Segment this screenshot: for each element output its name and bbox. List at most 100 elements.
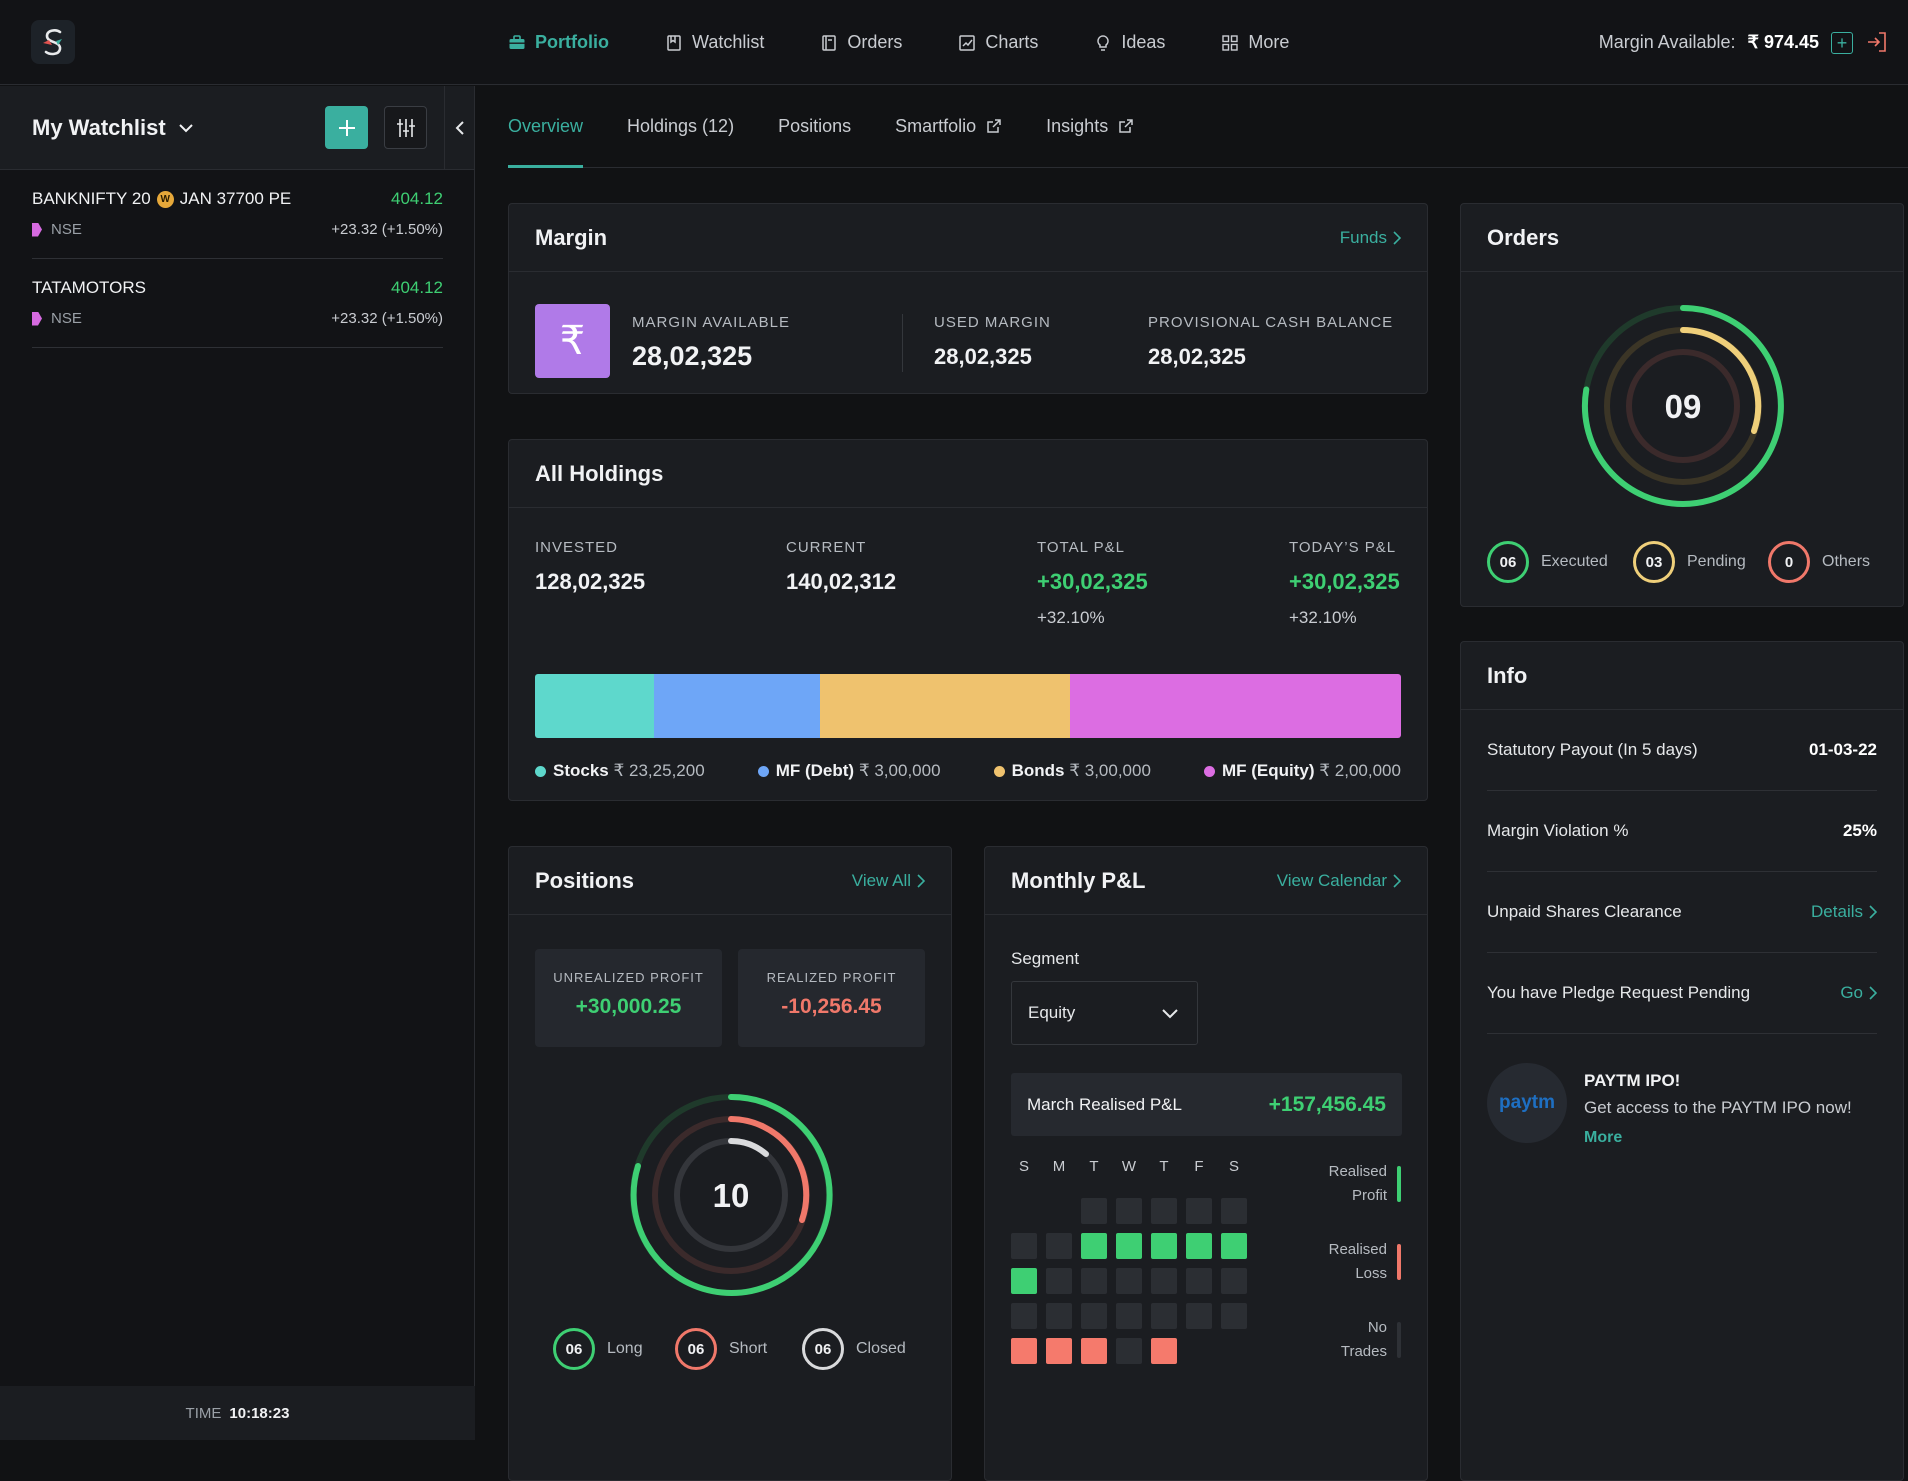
calendar-day-cell[interactable] <box>1221 1268 1247 1294</box>
short-label: Short <box>729 1340 768 1357</box>
nav-charts-label: Charts <box>985 32 1039 52</box>
calendar-day-cell[interactable] <box>1116 1233 1142 1259</box>
view-calendar-link[interactable]: View Calendar <box>1277 871 1401 891</box>
nav-watchlist[interactable]: Watchlist <box>665 0 764 85</box>
realised-pl-box: March Realised P&L +157,456.45 <box>1011 1073 1402 1136</box>
instrument-price: 404.12 <box>391 189 443 208</box>
others-label: Others <box>1822 553 1871 570</box>
tab-overview[interactable]: Overview <box>508 85 584 168</box>
nav-more[interactable]: More <box>1221 0 1289 85</box>
calendar-day-cell[interactable] <box>1186 1233 1212 1259</box>
instrument-exchange: NSE <box>32 221 82 238</box>
calendar-day-cell[interactable] <box>1221 1303 1247 1329</box>
calendar-day-cell[interactable] <box>1116 1198 1142 1224</box>
nav-portfolio[interactable]: Portfolio <box>508 0 609 85</box>
calendar-day-cell[interactable] <box>1046 1303 1072 1329</box>
view-all-link[interactable]: View All <box>852 871 925 891</box>
legend-dot-icon <box>535 766 546 778</box>
short-count: 06 <box>675 1328 717 1370</box>
calendar-day-cell[interactable] <box>1011 1233 1037 1259</box>
exchange-tag-icon <box>32 222 42 237</box>
calendar-day-cell[interactable] <box>1081 1233 1107 1259</box>
calendar-day-cell[interactable] <box>1151 1338 1177 1364</box>
calendar-day-cell[interactable] <box>1151 1233 1177 1259</box>
calendar-day-cell[interactable] <box>1151 1198 1177 1224</box>
positions-card: Positions View All UNREALIZED PROFIT +30… <box>508 846 952 1481</box>
invested-value: 128,02,325 <box>535 569 646 594</box>
watchlist-item[interactable]: BANKNIFTY 20 W JAN 37700 PE 404.12 NSE +… <box>32 170 443 259</box>
calendar-day-cell[interactable] <box>1221 1198 1247 1224</box>
tab-smartfolio[interactable]: Smartfolio <box>895 85 1002 167</box>
view-all-label: View All <box>851 870 911 890</box>
watchlist-selector[interactable]: My Watchlist <box>32 115 194 141</box>
legend-none-label: No Trades <box>1340 1319 1387 1360</box>
positions-header: Positions View All <box>509 847 951 915</box>
watchlist-settings-button[interactable] <box>384 106 427 149</box>
unrealized-value: +30,000.25 <box>575 995 682 1018</box>
calendar-day-cell[interactable] <box>1046 1233 1072 1259</box>
grid-icon <box>1222 34 1239 51</box>
info-header: Info <box>1461 642 1903 710</box>
nav-charts[interactable]: Charts <box>958 0 1038 85</box>
calendar-day-cell[interactable] <box>1081 1303 1107 1329</box>
calendar-day-cell[interactable] <box>1081 1268 1107 1294</box>
nav-orders[interactable]: Orders <box>820 0 902 85</box>
calendar-day-cell[interactable] <box>1011 1268 1037 1294</box>
calendar-day-cell[interactable] <box>1081 1338 1107 1364</box>
calendar-day-cell[interactable] <box>1186 1303 1212 1329</box>
funds-link[interactable]: Funds <box>1340 228 1401 248</box>
legend-dot-icon <box>993 766 1005 778</box>
add-watchlist-button[interactable] <box>325 106 368 149</box>
nav-ideas-label: Ideas <box>1121 32 1166 52</box>
used-margin-label: USED MARGIN <box>934 314 1051 331</box>
chevron-down-icon <box>178 123 193 132</box>
calendar-day-cell[interactable] <box>1221 1233 1247 1259</box>
calendar-day-cell[interactable] <box>1151 1303 1177 1329</box>
total-pl-value: +30,02,325 <box>1037 569 1148 594</box>
margin-header: Margin Funds <box>509 204 1427 272</box>
calendar-day-cell[interactable] <box>1011 1303 1037 1329</box>
orders-total: 09 <box>1665 388 1702 425</box>
calendar-day-cell[interactable] <box>1046 1338 1072 1364</box>
tab-positions[interactable]: Positions <box>778 85 851 167</box>
chevron-right-icon <box>1393 873 1401 888</box>
tab-holdings[interactable]: Holdings (12) <box>627 85 734 167</box>
info-row-label: Unpaid Shares Clearance <box>1487 902 1682 921</box>
others-track <box>1626 349 1740 463</box>
portfolio-tabs: Overview Holdings (12) Positions Smartfo… <box>508 86 1908 168</box>
calendar-day-cell[interactable] <box>1116 1303 1142 1329</box>
calendar-day-cell[interactable] <box>1151 1268 1177 1294</box>
logout-icon[interactable] <box>1865 30 1889 54</box>
allocation-amount: ₹ 3,00,000 <box>858 761 941 780</box>
calendar-day-header: S <box>1228 1158 1239 1175</box>
segment-select[interactable]: Equity <box>1011 981 1198 1045</box>
realised-pl-label: March Realised P&L <box>1027 1094 1182 1114</box>
calendar-day-cell[interactable] <box>1011 1338 1037 1364</box>
tab-label: Holdings (12) <box>627 115 735 136</box>
top-margin: Margin Available: ₹ 974.45 + <box>1599 0 1853 85</box>
tab-insights[interactable]: Insights <box>1046 85 1134 167</box>
calendar-day-cell[interactable] <box>1116 1268 1142 1294</box>
calendar-day-cell[interactable] <box>1081 1198 1107 1224</box>
bookmark-icon <box>667 34 681 51</box>
instrument-change: +23.32 (+1.50%) <box>331 310 443 327</box>
current-value: 140,02,312 <box>786 569 897 594</box>
add-funds-button[interactable]: + <box>1831 31 1853 54</box>
calendar-day-cell[interactable] <box>1046 1268 1072 1294</box>
long-label: Long <box>607 1340 643 1357</box>
others-legend: 0 Others <box>1768 541 1870 583</box>
watchlist-item[interactable]: TATAMOTORS 404.12 NSE +23.32 (+1.50%) <box>32 259 443 348</box>
long-legend: 06 Long <box>553 1328 643 1370</box>
app-logo[interactable] <box>31 20 75 64</box>
go-link[interactable]: Go <box>1840 983 1877 1003</box>
nav-ideas[interactable]: Ideas <box>1094 0 1165 85</box>
promo-more-link[interactable]: More <box>1584 1129 1623 1146</box>
nav-watchlist-label: Watchlist <box>692 32 765 52</box>
holdings-title: All Holdings <box>535 460 664 486</box>
calendar-day-cell[interactable] <box>1186 1268 1212 1294</box>
details-link[interactable]: Details <box>1811 902 1877 922</box>
calendar-day-cell[interactable] <box>1186 1198 1212 1224</box>
collapse-sidebar-button[interactable] <box>444 86 475 170</box>
calendar-day-cell[interactable] <box>1116 1338 1142 1364</box>
calendar-day-header: S <box>1018 1158 1029 1175</box>
